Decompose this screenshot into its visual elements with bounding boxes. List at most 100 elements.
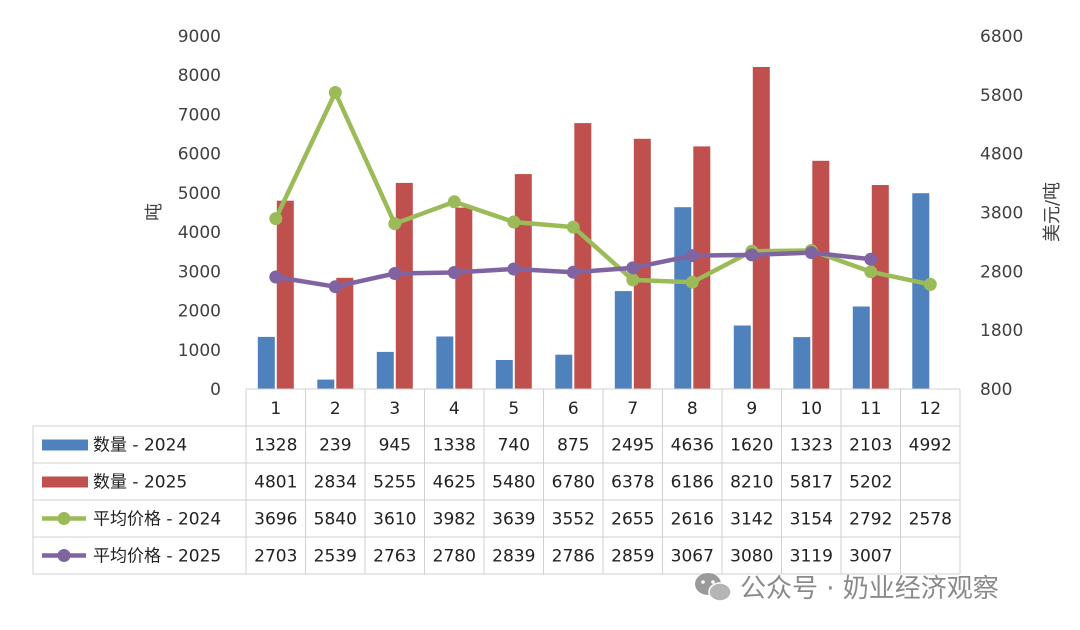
legend-key-marker [57, 549, 71, 562]
bar-qty-2024-4 [436, 336, 454, 389]
y-right-tick-label: 6800 [980, 27, 1023, 47]
y-left-tick-label: 1000 [178, 341, 221, 361]
bar-qty-2025-3 [395, 182, 413, 389]
watermark-text: 公众号 · 奶业经济观察 [740, 574, 999, 604]
bar-qty-2025-10 [812, 160, 830, 389]
x-tick-label: 1 [270, 399, 281, 419]
point-price-2024-1 [269, 212, 283, 226]
bar-qty-2024-8 [674, 207, 692, 389]
point-price-2024-4 [447, 195, 461, 209]
x-tick-label: 12 [919, 399, 941, 419]
data-label: 2786 [552, 547, 595, 567]
data-label: 6186 [671, 473, 714, 493]
bar-qty-2024-9 [733, 325, 751, 389]
point-price-2025-11 [864, 252, 878, 266]
data-label: 2859 [611, 547, 654, 567]
data-label: 3080 [730, 547, 773, 567]
data-label: 1620 [730, 436, 773, 456]
data-label: 2834 [314, 473, 357, 493]
data-label: 3067 [671, 547, 714, 567]
x-tick-label: 2 [330, 399, 341, 419]
data-label: 2539 [314, 547, 357, 567]
y-right-tick-label: 3800 [980, 204, 1023, 224]
legend-label: 数量 - 2024 [93, 436, 187, 456]
x-tick-label: 9 [746, 399, 757, 419]
lines-group [269, 86, 937, 294]
bar-qty-2025-8 [693, 146, 711, 389]
y-left-axis-label: 吨 [144, 203, 165, 221]
data-label: 2103 [849, 436, 892, 456]
data-label: 6780 [552, 473, 595, 493]
data-label: 1338 [433, 436, 476, 456]
legend-label: 平均价格 - 2024 [93, 510, 221, 530]
data-label: 5202 [849, 473, 892, 493]
data-label: 740 [498, 436, 530, 456]
data-label: 2839 [492, 547, 535, 567]
data-label: 2495 [611, 436, 654, 456]
y-right-axis-label: 美元/吨 [1042, 182, 1063, 242]
y-left-tick-label: 7000 [178, 105, 221, 125]
point-price-2025-1 [269, 270, 283, 284]
data-label: 5255 [373, 473, 416, 493]
data-label: 1323 [790, 436, 833, 456]
data-label: 4992 [909, 436, 952, 456]
x-tick-label: 5 [508, 399, 519, 419]
bar-qty-2024-2 [317, 379, 335, 389]
legend-key-qty-2025 [42, 476, 88, 488]
bar-qty-2024-6 [555, 354, 573, 389]
y-right-tick-label: 1800 [980, 321, 1023, 341]
y-right-tick-label: 4800 [980, 145, 1023, 165]
x-tick-label: 10 [800, 399, 822, 419]
y-left-tick-label: 0 [210, 380, 221, 400]
data-label: 2792 [849, 510, 892, 530]
point-price-2025-8 [685, 249, 699, 263]
y-left-tick-label: 6000 [178, 145, 221, 165]
point-price-2025-3 [388, 267, 402, 280]
data-label: 3552 [552, 510, 595, 530]
data-label: 3119 [790, 547, 833, 567]
x-tick-label: 3 [389, 399, 400, 419]
point-price-2024-3 [388, 217, 402, 231]
y-left-tick-label: 5000 [178, 184, 221, 204]
data-label: 2780 [433, 547, 476, 567]
legend-key-marker [57, 512, 71, 525]
point-price-2024-2 [328, 86, 342, 99]
point-price-2024-8 [685, 275, 699, 289]
bar-qty-2024-3 [376, 351, 394, 389]
data-label: 5480 [492, 473, 535, 493]
bar-qty-2024-12 [912, 193, 930, 389]
data-label: 3639 [492, 510, 535, 530]
point-price-2025-9 [745, 248, 759, 262]
data-label: 3610 [373, 510, 416, 530]
watermark: 公众号 · 奶业经济观察 [695, 573, 999, 604]
point-price-2024-7 [626, 273, 640, 287]
data-label: 6378 [611, 473, 654, 493]
point-price-2025-5 [507, 262, 521, 276]
axes-group: 0 1000 2000 3000 4000 5000 6000 7000 8000 9000 800… [144, 27, 1063, 400]
x-tick-label: 8 [687, 399, 698, 419]
bar-qty-2025-5 [514, 174, 532, 389]
y-left-tick-label: 2000 [178, 302, 221, 322]
legend-key-qty-2024 [42, 439, 88, 451]
data-label: 4636 [671, 436, 714, 456]
bar-qty-2024-7 [614, 291, 632, 389]
y-right-tick-label: 5800 [980, 86, 1023, 106]
y-right-tick-label: 2800 [980, 262, 1023, 282]
point-price-2024-6 [566, 220, 580, 234]
bars-group [257, 67, 930, 389]
wechat-icon-eye [701, 580, 705, 584]
y-left-tick-label: 3000 [178, 262, 221, 282]
data-label: 3154 [790, 510, 833, 530]
legend-label: 数量 - 2025 [93, 473, 187, 493]
bar-qty-2025-1 [276, 200, 294, 389]
point-price-2025-4 [447, 266, 461, 279]
data-label: 2703 [254, 547, 297, 567]
point-price-2025-6 [566, 265, 580, 279]
bar-qty-2025-6 [574, 123, 592, 389]
point-price-2025-2 [328, 280, 342, 294]
y-left-tick-label: 4000 [178, 223, 221, 243]
bar-qty-2024-11 [852, 306, 870, 389]
data-label: 875 [557, 436, 589, 456]
bar-qty-2024-10 [793, 337, 811, 389]
